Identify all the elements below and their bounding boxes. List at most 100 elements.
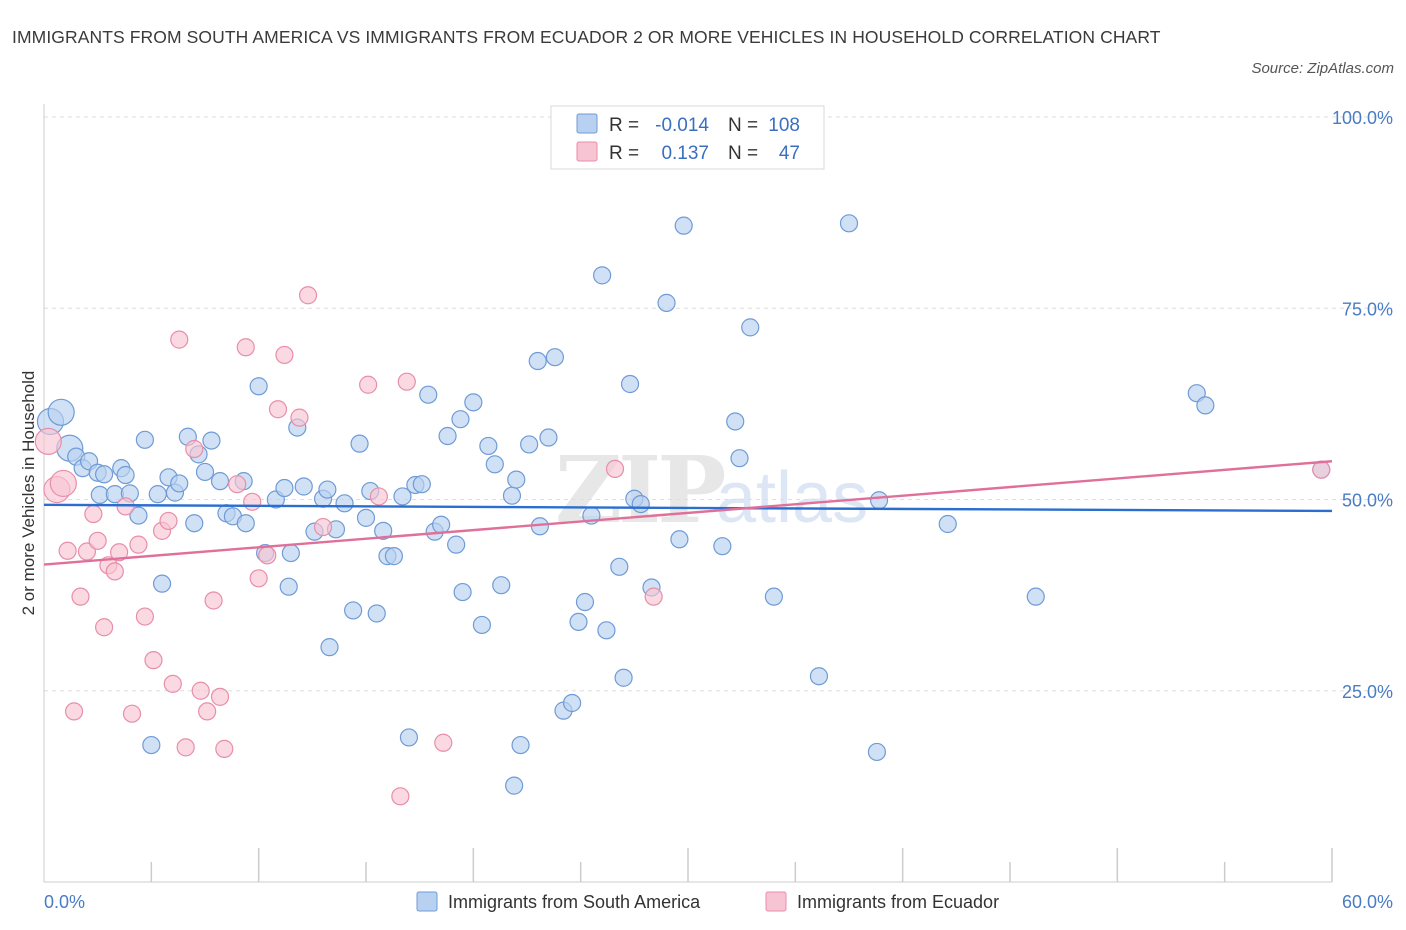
data-point-south-america	[730, 449, 749, 468]
trendlines	[43, 460, 1333, 566]
data-point-south-america	[90, 485, 109, 505]
data-point-south-america	[867, 742, 887, 762]
data-point-ecuador	[434, 733, 453, 752]
data-point-south-america	[279, 577, 298, 596]
x-tick-label-min: 0.0%	[44, 892, 85, 912]
legend-n-value-2: 47	[779, 143, 800, 164]
data-point-south-america	[116, 465, 135, 485]
data-point-south-america	[152, 574, 172, 593]
data-point-ecuador	[58, 541, 77, 560]
data-point-south-america	[485, 455, 504, 474]
data-point-ecuador	[198, 702, 217, 721]
data-point-south-america	[451, 410, 470, 429]
data-point-ecuador	[249, 569, 268, 588]
bottom-legend-swatch-blue	[416, 891, 438, 912]
data-point-south-america	[505, 776, 524, 795]
data-point-ecuador	[176, 738, 195, 757]
trendline-ecuador	[43, 460, 1333, 566]
legend-n-label-2: N =	[728, 143, 758, 164]
data-point-ecuador	[185, 439, 204, 459]
watermark: ZIP atlas	[555, 436, 868, 544]
legend-box: R = -0.014 N = 108 R = 0.137 N = 47	[550, 105, 825, 170]
data-point-south-america	[384, 547, 404, 566]
data-point-south-america	[148, 485, 167, 504]
data-point-south-america	[1026, 587, 1045, 606]
data-point-ecuador	[129, 535, 148, 554]
data-point-south-america	[1196, 396, 1215, 415]
data-point-south-america	[569, 612, 588, 632]
data-point-south-america	[202, 431, 221, 450]
data-point-south-america	[249, 377, 268, 396]
data-point-ecuador	[135, 607, 154, 626]
data-point-ecuador	[159, 511, 178, 531]
data-point-ecuador	[228, 475, 247, 494]
data-point-south-america	[597, 621, 616, 640]
data-point-ecuador	[95, 618, 114, 637]
data-point-south-america	[135, 430, 154, 449]
x-axis-ticks	[150, 848, 1333, 882]
data-point-south-america	[464, 393, 483, 412]
data-point-ecuador	[71, 587, 90, 606]
data-point-ecuador	[359, 375, 378, 394]
data-point-south-america	[502, 486, 522, 505]
data-point-south-america	[507, 470, 526, 489]
chart-source: Source: ZipAtlas.com	[1251, 60, 1394, 77]
data-point-south-america	[492, 576, 511, 595]
data-point-south-america	[657, 293, 676, 312]
data-point-ecuador	[144, 651, 163, 670]
data-point-south-america	[432, 515, 451, 534]
data-point-south-america	[479, 436, 498, 456]
data-point-south-america	[764, 587, 783, 606]
watermark-zip: ZIP	[555, 436, 724, 544]
data-point-south-america	[938, 514, 957, 534]
data-point-ecuador	[298, 286, 318, 305]
data-point-south-america	[674, 216, 693, 235]
data-point-ecuador	[391, 787, 410, 806]
data-point-south-america	[374, 521, 393, 540]
data-point-ecuador	[644, 587, 663, 606]
data-point-south-america	[741, 318, 760, 337]
data-point-south-america	[95, 465, 114, 484]
data-point-south-america	[294, 477, 313, 496]
data-point-south-america	[142, 735, 161, 755]
legend-r-value-1: -0.014	[655, 115, 709, 136]
data-point-south-america	[320, 638, 339, 657]
data-point-ecuador	[236, 338, 255, 357]
x-tick-label-max: 60.0%	[1342, 892, 1393, 912]
legend-r-label-2: R =	[609, 143, 639, 164]
data-point-ecuador	[210, 687, 230, 706]
data-point-south-america	[344, 601, 363, 620]
data-point-south-america	[419, 385, 438, 404]
data-point-south-america	[170, 474, 189, 493]
data-point-south-america	[726, 412, 745, 431]
data-point-south-america	[129, 506, 148, 525]
y-tick-label: 50.0%	[1342, 491, 1393, 511]
data-point-ecuador	[110, 543, 129, 562]
y-tick-label: 25.0%	[1342, 682, 1393, 702]
data-point-ecuador	[275, 345, 294, 365]
data-point-ecuador	[122, 704, 142, 723]
data-point-ecuador	[397, 372, 416, 391]
data-point-south-america	[809, 667, 829, 686]
data-point-south-america	[562, 693, 582, 713]
legend-n-label-1: N =	[728, 115, 758, 136]
legend-swatch-pink	[576, 141, 598, 162]
data-point-south-america	[575, 592, 595, 612]
data-point-south-america	[399, 728, 419, 747]
data-point-ecuador	[313, 517, 333, 537]
data-point-south-america	[713, 537, 732, 556]
data-point-south-america	[47, 398, 75, 426]
data-point-south-america	[447, 535, 466, 554]
legend-r-value-2: 0.137	[661, 143, 709, 164]
legend-n-value-1: 108	[768, 115, 800, 136]
data-point-south-america	[195, 462, 215, 482]
data-point-ecuador	[49, 469, 77, 498]
gridlines	[44, 116, 1393, 692]
data-point-south-america	[511, 735, 530, 755]
data-point-south-america	[869, 491, 889, 510]
data-point-ecuador	[290, 408, 309, 427]
data-point-south-america	[520, 435, 539, 454]
data-point-south-america	[335, 494, 354, 513]
data-point-ecuador	[268, 400, 288, 419]
data-point-south-america	[367, 604, 386, 623]
